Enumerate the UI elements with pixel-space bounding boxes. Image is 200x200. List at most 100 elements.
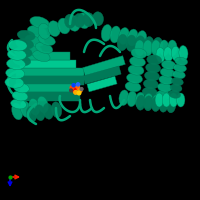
Ellipse shape (30, 17, 49, 28)
Polygon shape (20, 84, 80, 92)
Ellipse shape (58, 18, 70, 34)
Ellipse shape (179, 46, 188, 60)
Ellipse shape (29, 99, 40, 115)
Ellipse shape (119, 28, 129, 44)
Polygon shape (83, 56, 125, 76)
Ellipse shape (128, 65, 144, 75)
Polygon shape (83, 66, 121, 84)
Ellipse shape (162, 93, 171, 107)
Ellipse shape (27, 26, 47, 37)
Ellipse shape (172, 71, 185, 79)
Ellipse shape (20, 101, 31, 117)
Circle shape (76, 83, 80, 86)
Ellipse shape (151, 97, 161, 111)
Ellipse shape (125, 82, 141, 92)
Circle shape (75, 85, 79, 89)
Ellipse shape (25, 35, 45, 46)
Ellipse shape (177, 93, 185, 107)
Ellipse shape (101, 25, 112, 41)
Ellipse shape (7, 49, 26, 60)
Ellipse shape (5, 77, 24, 88)
Circle shape (80, 88, 83, 90)
Ellipse shape (174, 64, 186, 72)
Ellipse shape (130, 57, 145, 67)
Ellipse shape (35, 105, 45, 121)
Circle shape (72, 84, 75, 87)
Ellipse shape (145, 71, 159, 81)
Ellipse shape (171, 46, 180, 61)
Ellipse shape (12, 91, 28, 101)
Ellipse shape (33, 51, 50, 62)
Ellipse shape (110, 26, 121, 43)
Ellipse shape (160, 68, 174, 77)
Ellipse shape (48, 21, 60, 37)
Ellipse shape (143, 93, 153, 109)
Ellipse shape (12, 103, 23, 120)
Ellipse shape (169, 93, 178, 107)
Ellipse shape (65, 14, 76, 28)
Ellipse shape (164, 47, 173, 62)
Ellipse shape (13, 83, 29, 93)
Ellipse shape (127, 91, 137, 107)
Ellipse shape (74, 13, 85, 27)
Ellipse shape (117, 34, 128, 51)
Polygon shape (87, 76, 117, 92)
Ellipse shape (144, 96, 153, 111)
Ellipse shape (35, 42, 53, 54)
Ellipse shape (92, 12, 103, 26)
Circle shape (77, 91, 81, 95)
Circle shape (72, 88, 76, 92)
Polygon shape (20, 52, 70, 60)
Ellipse shape (119, 90, 129, 105)
Ellipse shape (143, 79, 158, 89)
Ellipse shape (144, 37, 154, 53)
Ellipse shape (38, 23, 50, 39)
Ellipse shape (17, 30, 35, 41)
Ellipse shape (126, 35, 136, 51)
Ellipse shape (11, 99, 27, 109)
Ellipse shape (151, 40, 161, 56)
Ellipse shape (167, 98, 176, 113)
Ellipse shape (23, 44, 42, 55)
Ellipse shape (168, 40, 177, 56)
Ellipse shape (143, 40, 153, 56)
Ellipse shape (171, 78, 183, 86)
Ellipse shape (159, 75, 173, 85)
Ellipse shape (7, 58, 25, 70)
Ellipse shape (43, 103, 53, 119)
Ellipse shape (83, 13, 94, 27)
Ellipse shape (78, 13, 90, 29)
Ellipse shape (175, 57, 188, 65)
Ellipse shape (159, 97, 168, 112)
Ellipse shape (37, 96, 48, 113)
Ellipse shape (152, 37, 163, 54)
Ellipse shape (158, 83, 172, 92)
Ellipse shape (155, 93, 163, 107)
Polygon shape (20, 60, 76, 68)
Polygon shape (16, 76, 84, 84)
Ellipse shape (146, 63, 161, 73)
Polygon shape (16, 68, 84, 76)
Ellipse shape (14, 47, 32, 57)
Ellipse shape (135, 36, 145, 52)
Circle shape (74, 91, 77, 94)
Ellipse shape (135, 40, 144, 56)
Ellipse shape (68, 15, 80, 31)
Ellipse shape (13, 55, 31, 66)
Ellipse shape (162, 60, 176, 70)
Ellipse shape (147, 55, 162, 65)
Ellipse shape (136, 95, 145, 110)
Ellipse shape (159, 40, 169, 56)
Circle shape (70, 86, 74, 89)
Ellipse shape (16, 39, 34, 49)
Ellipse shape (169, 90, 181, 98)
Circle shape (70, 89, 72, 92)
Ellipse shape (6, 68, 25, 79)
Ellipse shape (51, 102, 62, 118)
Ellipse shape (127, 73, 142, 83)
Polygon shape (16, 92, 80, 100)
Ellipse shape (156, 90, 170, 100)
Ellipse shape (142, 87, 157, 97)
Ellipse shape (8, 40, 27, 51)
Ellipse shape (156, 48, 165, 62)
